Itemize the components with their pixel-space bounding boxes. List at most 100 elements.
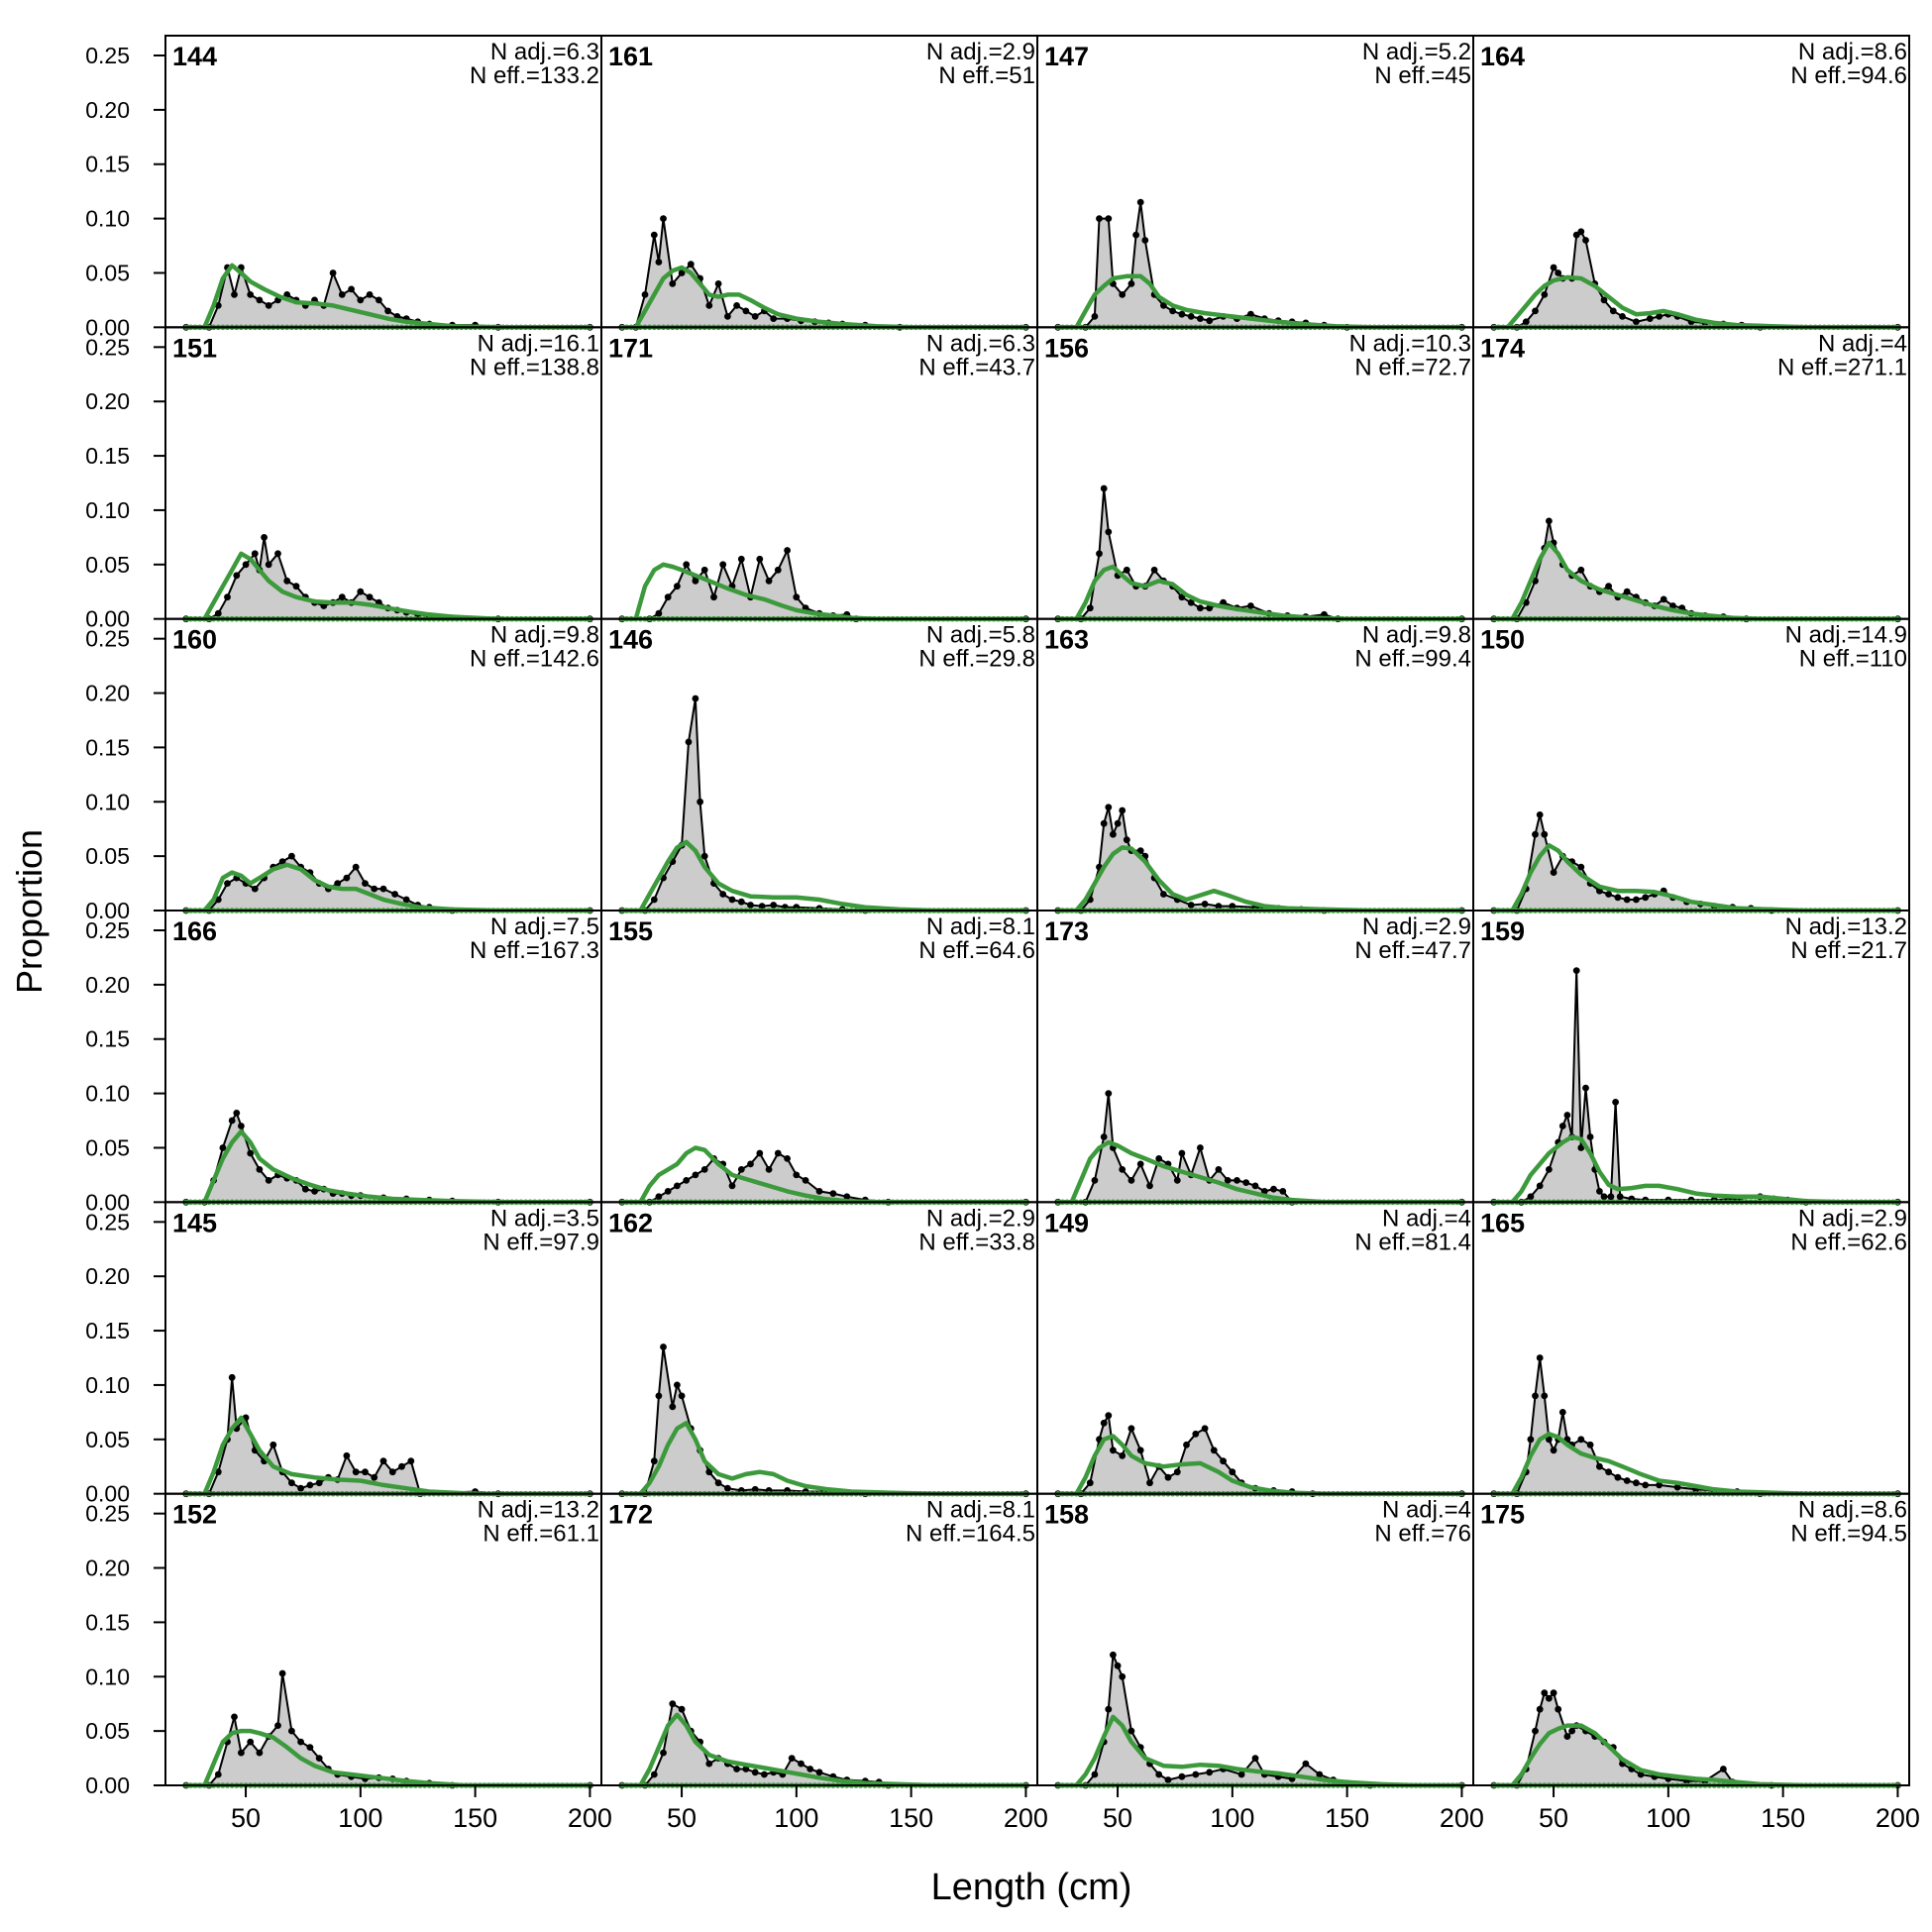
n-eff-label: N eff.=142.6 [470, 646, 599, 673]
observed-point [705, 302, 713, 309]
y-tick-label: 0.25 [85, 1501, 130, 1527]
n-adj-label: N adj.=4 [1382, 1205, 1471, 1232]
y-axis-title: Proportion [9, 829, 50, 994]
observed-point [371, 885, 378, 893]
observed-point [1086, 604, 1094, 612]
observed-point [798, 1760, 805, 1768]
n-adj-label: N adj.=8.6 [1798, 39, 1907, 65]
observed-point [1146, 1479, 1153, 1487]
y-tick-label: 0.00 [85, 1189, 130, 1215]
observed-point [274, 1722, 281, 1729]
observed-point [737, 555, 745, 563]
observed-point [1105, 804, 1113, 811]
observed-point [669, 1700, 677, 1708]
observed-point [329, 269, 337, 276]
observed-area [1057, 488, 1462, 619]
observed-point [1178, 1149, 1186, 1157]
observed-point [288, 1479, 295, 1487]
observed-point [770, 315, 778, 322]
observed-point [751, 1485, 759, 1493]
observed-point [1105, 1412, 1113, 1420]
observed-area [1493, 520, 1898, 619]
panel-label: 151 [172, 333, 217, 363]
x-tick-label: 200 [568, 1803, 612, 1833]
observed-point [366, 593, 374, 601]
n-adj-label: N adj.=3.5 [490, 1205, 599, 1232]
x-tick-label: 100 [338, 1803, 382, 1833]
y-tick-label: 0.00 [85, 314, 130, 340]
x-tick-label: 50 [1103, 1803, 1132, 1833]
expected-line [185, 862, 590, 913]
y-tick-label: 0.15 [85, 152, 130, 177]
observed-point [1242, 1179, 1250, 1186]
observed-point [1656, 1481, 1663, 1489]
n-adj-label: N adj.=9.8 [1362, 622, 1471, 649]
observed-point [301, 1185, 309, 1193]
observed-point [1563, 1112, 1571, 1119]
observed-point [1563, 1733, 1571, 1740]
observed-point [1096, 550, 1103, 558]
expected-line [1057, 273, 1462, 330]
observed-point [1623, 588, 1631, 595]
observed-point [1612, 1099, 1619, 1106]
observed-point [660, 1343, 667, 1350]
observed-point [1541, 291, 1549, 298]
observed-point [756, 555, 764, 563]
y-axis: 0.000.050.100.150.200.250.000.050.100.15… [85, 43, 165, 1798]
n-adj-label: N adj.=5.8 [926, 622, 1035, 649]
observed-point [1201, 1425, 1209, 1433]
y-tick-label: 0.05 [85, 843, 130, 869]
observed-point [1546, 1694, 1553, 1702]
observed-point [1197, 1144, 1204, 1151]
x-tick-label: 50 [1539, 1803, 1568, 1833]
observed-point [1234, 1177, 1240, 1184]
observed-point [306, 1481, 314, 1489]
observed-point [338, 593, 346, 601]
observed-point [1633, 1479, 1640, 1487]
x-tick-label: 200 [1876, 1803, 1920, 1833]
expected-line [621, 562, 1026, 621]
observed-point [1550, 869, 1557, 876]
observed-point [655, 609, 663, 617]
observed-point [1123, 566, 1130, 574]
observed-point [247, 291, 255, 298]
observed-point [719, 561, 727, 569]
observed-point [1605, 891, 1612, 898]
y-tick-label: 0.25 [85, 1209, 130, 1234]
x-ticks-col-4: 50 100 150 200 [1539, 1785, 1920, 1833]
observed-point [1586, 1133, 1594, 1140]
observed-point [1270, 1185, 1277, 1193]
observed-point [352, 1468, 360, 1476]
observed-point [697, 798, 703, 805]
observed-point [1251, 1182, 1259, 1190]
x-tick-label: 150 [453, 1803, 497, 1833]
observed-point [774, 566, 782, 574]
observed-point [1546, 517, 1553, 525]
observed-point [1105, 528, 1113, 536]
observed-point [700, 852, 708, 860]
observed-point [664, 1188, 672, 1195]
observed-point [343, 874, 351, 882]
n-eff-label: N eff.=133.2 [470, 62, 599, 89]
expected-line [1493, 274, 1898, 330]
expected-line [1493, 1432, 1898, 1496]
observed-point [1642, 1481, 1650, 1489]
y-ticks-row-5: 0.00 0.05 0.10 0.15 0.20 0.25 [85, 1209, 165, 1507]
panel-label: 172 [608, 1500, 653, 1530]
observed-point [233, 572, 241, 580]
observed-point [231, 291, 238, 298]
expected-line [621, 839, 1026, 913]
observed-point [1646, 315, 1654, 322]
observed-point [278, 1669, 286, 1677]
observed-point [793, 1171, 801, 1179]
observed-point [1178, 1772, 1186, 1780]
observed-point [1577, 1436, 1585, 1444]
observed-area [1493, 814, 1898, 911]
observed-point [1536, 1705, 1544, 1713]
y-tick-label: 0.10 [85, 497, 130, 523]
observed-point [1279, 1188, 1287, 1195]
observed-point [733, 302, 740, 309]
observed-point [1577, 228, 1585, 236]
observed-point [733, 1766, 740, 1772]
observed-point [1577, 566, 1585, 574]
